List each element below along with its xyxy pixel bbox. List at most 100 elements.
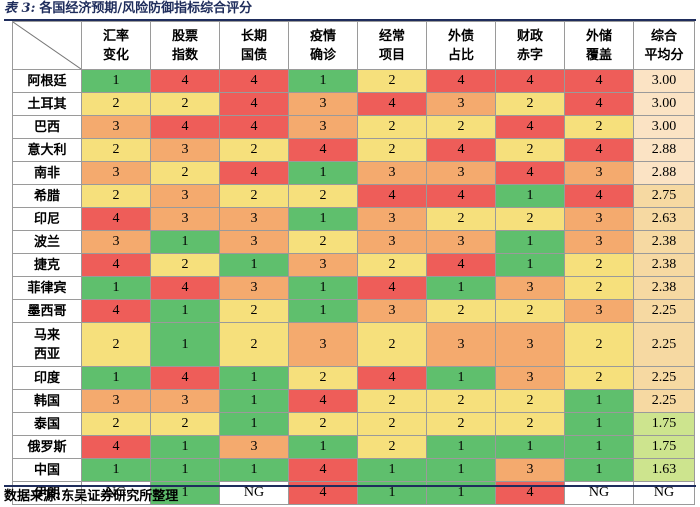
score-cell: 3 bbox=[288, 92, 358, 116]
score-cell: 1 bbox=[81, 69, 151, 93]
column-header-line: 项目 bbox=[378, 47, 405, 63]
column-header-line: 疫情 bbox=[309, 28, 336, 44]
score-cell: 1 bbox=[495, 230, 565, 254]
score-cell: 2 bbox=[81, 322, 151, 367]
table-row: 印度 1 4 1 2 4 1 3 2 2.25 bbox=[12, 366, 695, 390]
score-cell: 1 bbox=[219, 253, 289, 277]
score-cell: 1 bbox=[219, 389, 289, 413]
column-header-line: 确诊 bbox=[309, 47, 336, 63]
score-cell: 4 bbox=[564, 138, 634, 162]
table-row: 希腊 2 3 2 2 4 4 1 4 2.75 bbox=[12, 184, 695, 208]
score-cell: 4 bbox=[426, 138, 496, 162]
score-cell: 2 bbox=[357, 138, 427, 162]
score-cell: 1 bbox=[219, 412, 289, 436]
score-cell: 2 bbox=[495, 299, 565, 323]
score-cell: 3 bbox=[495, 276, 565, 300]
country-name: 马来 bbox=[33, 327, 60, 343]
score-cell: 1 bbox=[81, 458, 151, 482]
country-cell: 韩国 bbox=[12, 389, 82, 413]
average-score-cell: 2.75 bbox=[633, 184, 695, 208]
table-caption: 表 3: 各国经济预期/风险防御指标综合评分 bbox=[4, 0, 252, 18]
score-cell: 2 bbox=[219, 322, 289, 367]
country-name: 捷克 bbox=[33, 257, 60, 273]
country-name: 南非 bbox=[33, 165, 60, 181]
column-header-line: 外债 bbox=[447, 28, 474, 44]
country-name: 俄罗斯 bbox=[27, 439, 67, 455]
score-cell: 4 bbox=[150, 69, 220, 93]
score-cell: 4 bbox=[81, 253, 151, 277]
score-cell: 2 bbox=[219, 184, 289, 208]
score-cell: 3 bbox=[426, 161, 496, 185]
score-cell: 4 bbox=[426, 184, 496, 208]
score-cell: 4 bbox=[150, 276, 220, 300]
footer-rule bbox=[4, 485, 696, 487]
score-cell: 1 bbox=[150, 435, 220, 459]
column-header-line: 指数 bbox=[171, 47, 198, 63]
score-cell: 1 bbox=[426, 435, 496, 459]
column-header: 外储 覆盖 bbox=[564, 21, 634, 70]
score-cell: 1 bbox=[495, 253, 565, 277]
country-name: 印度 bbox=[33, 370, 60, 386]
score-cell: 1 bbox=[288, 69, 358, 93]
score-cell: 2 bbox=[426, 412, 496, 436]
country-cell: 意大利 bbox=[12, 138, 82, 162]
score-cell: 2 bbox=[81, 92, 151, 116]
country-name: 希腊 bbox=[33, 188, 60, 204]
score-cell: 2 bbox=[564, 322, 634, 367]
average-score-cell: 3.00 bbox=[633, 69, 695, 93]
score-cell: 2 bbox=[150, 161, 220, 185]
score-cell: 1 bbox=[288, 207, 358, 231]
column-header-line: 长期 bbox=[240, 28, 267, 44]
score-cell: 4 bbox=[288, 138, 358, 162]
table-row: 马来 西亚 2 1 2 3 2 3 3 2 2.25 bbox=[12, 322, 695, 367]
score-cell: 1 bbox=[150, 458, 220, 482]
score-cell: 2 bbox=[564, 366, 634, 390]
score-cell: 2 bbox=[564, 253, 634, 277]
score-cell: 4 bbox=[564, 92, 634, 116]
score-cell: 1 bbox=[219, 366, 289, 390]
score-cell: 4 bbox=[81, 435, 151, 459]
column-header-line: 外储 bbox=[585, 28, 612, 44]
score-cell: 2 bbox=[495, 138, 565, 162]
column-header-line: 综合 bbox=[650, 28, 677, 44]
country-cell: 波兰 bbox=[12, 230, 82, 254]
country-name: 韩国 bbox=[33, 393, 60, 409]
country-name: 伊朗 bbox=[33, 485, 60, 501]
table-row: 中国 1 1 1 4 1 1 3 1 1.63 bbox=[12, 458, 695, 482]
score-cell: 2 bbox=[357, 253, 427, 277]
average-score-cell: 2.38 bbox=[633, 276, 695, 300]
score-cell: 1 bbox=[81, 276, 151, 300]
country-name: 印尼 bbox=[33, 211, 60, 227]
score-cell: 3 bbox=[288, 253, 358, 277]
average-score-cell: 2.25 bbox=[633, 389, 695, 413]
header-row: 汇率 变化 股票 指数 长期 国债 疫情 确诊 经常 项目 外债 占比 财政 赤字 外储 覆盖 综合 平均分 bbox=[12, 21, 695, 70]
score-cell: 4 bbox=[564, 69, 634, 93]
score-cell: 1 bbox=[219, 458, 289, 482]
table-row: 菲律宾 1 4 3 1 4 1 3 2 2.38 bbox=[12, 276, 695, 300]
column-header-line: 赤字 bbox=[516, 47, 543, 63]
score-cell: 2 bbox=[495, 207, 565, 231]
score-cell: 3 bbox=[564, 230, 634, 254]
score-cell: 3 bbox=[81, 161, 151, 185]
table-row: 印尼 4 3 3 1 3 2 2 3 2.63 bbox=[12, 207, 695, 231]
score-cell: 4 bbox=[288, 458, 358, 482]
score-cell: 4 bbox=[426, 69, 496, 93]
average-score-cell: 2.63 bbox=[633, 207, 695, 231]
column-header-line: 覆盖 bbox=[585, 47, 612, 63]
score-cell: 3 bbox=[426, 322, 496, 367]
country-name: 菲律宾 bbox=[27, 280, 67, 296]
score-cell: 3 bbox=[564, 299, 634, 323]
score-cell: 3 bbox=[150, 138, 220, 162]
score-cell: 2 bbox=[219, 299, 289, 323]
score-cell: 3 bbox=[150, 207, 220, 231]
score-cell: 1 bbox=[288, 299, 358, 323]
country-name: 西亚 bbox=[33, 346, 60, 362]
country-cell: 南非 bbox=[12, 161, 82, 185]
score-cell: 2 bbox=[357, 69, 427, 93]
country-cell: 俄罗斯 bbox=[12, 435, 82, 459]
score-cell: 2 bbox=[288, 366, 358, 390]
score-cell: 4 bbox=[219, 161, 289, 185]
column-header-line: 财政 bbox=[516, 28, 543, 44]
score-cell: 2 bbox=[564, 115, 634, 139]
table-row: 俄罗斯 4 1 3 1 2 1 1 1 1.75 bbox=[12, 435, 695, 459]
